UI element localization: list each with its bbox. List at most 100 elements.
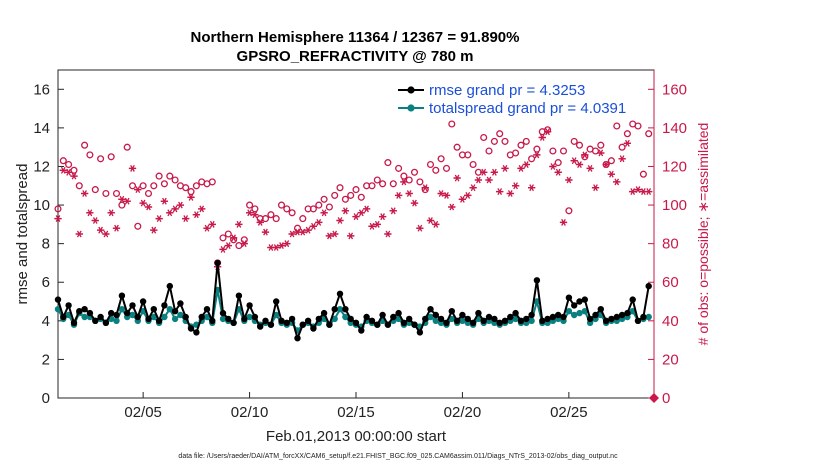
obs-assimilated-point: [501, 164, 509, 172]
y-left-tick-label: 8: [42, 236, 50, 253]
legend-totalspread-label: totalspread grand pr = 4.0391: [429, 100, 626, 117]
obs-assimilated-point: [565, 176, 573, 184]
rmse-point: [262, 317, 269, 324]
obs-possible-point: [480, 133, 488, 142]
obs-possible-point: [325, 203, 333, 211]
obs-assimilated-point: [522, 161, 530, 169]
obs-possible-point: [496, 130, 504, 138]
obs-assimilated-point: [623, 139, 631, 147]
rmse-point: [528, 311, 535, 319]
obs-assimilated-point: [490, 168, 498, 176]
rmse-point: [76, 308, 83, 315]
y-axis-right-label: # of obs: o=possible; ∗=assimilated: [695, 123, 711, 346]
obs-possible-point: [272, 215, 280, 223]
obs-possible-point: [645, 130, 653, 138]
obs-assimilated-point: [304, 226, 312, 234]
obs-possible-point: [618, 143, 626, 151]
obs-possible-point: [155, 172, 163, 180]
obs-assimilated-point: [65, 168, 73, 176]
rmse-point: [358, 327, 365, 334]
obs-assimilated-point: [410, 199, 419, 207]
obs-possible-point: [107, 153, 115, 161]
rmse-point: [565, 294, 573, 301]
rmse-point: [209, 317, 216, 324]
rmse-point: [257, 323, 264, 330]
obs-possible-point: [235, 242, 243, 250]
plot-area: [57, 69, 655, 399]
totalspread-point: [448, 315, 455, 323]
rmse-point: [512, 309, 519, 317]
rmse-point: [560, 313, 567, 321]
x-tick-label: 02/25: [550, 404, 588, 421]
rmse-point: [65, 302, 72, 309]
rmse-point: [640, 313, 647, 321]
obs-possible-point: [522, 137, 530, 145]
y-left-tick-label: 6: [42, 274, 50, 291]
rmse-point: [193, 329, 200, 336]
obs-assimilated-point: [59, 166, 67, 174]
rmse-point: [182, 313, 189, 321]
obs-assimilated-point: [288, 230, 296, 238]
obs-possible-point: [112, 189, 121, 198]
obs-possible-point: [565, 207, 573, 215]
rmse-point: [491, 315, 498, 323]
rmse-point: [246, 302, 253, 309]
y-right-tick-label: 100: [662, 197, 687, 214]
obs-possible-point: [192, 182, 200, 190]
y-right-tick-label: 20: [662, 351, 679, 368]
obs-possible-point: [432, 166, 440, 174]
obs-possible-point: [575, 141, 584, 149]
obs-possible-point: [613, 122, 621, 130]
rmse-point: [544, 315, 551, 323]
obs-possible-point: [416, 178, 424, 186]
obs-assimilated-point: [629, 188, 637, 196]
obs-possible-point: [597, 141, 605, 149]
rmse-point: [608, 315, 615, 323]
obs-assimilated-point: [331, 230, 339, 238]
legend: rmse grand pr = 4.3253 totalspread grand…: [398, 82, 626, 117]
obs-assimilated-point: [208, 220, 216, 228]
obs-possible-point: [277, 201, 286, 209]
obs-assimilated-point: [160, 197, 168, 205]
rmse-point: [347, 315, 354, 323]
obs-assimilated-point: [474, 176, 482, 184]
obs-assimilated-point: [251, 211, 259, 219]
obs-assimilated-point: [373, 220, 381, 228]
rmse-point: [469, 319, 477, 326]
obs-assimilated-point: [347, 232, 355, 240]
rmse-point: [336, 290, 344, 297]
rmse-point: [448, 308, 455, 315]
obs-possible-point: [150, 182, 158, 190]
obs-possible-point: [591, 147, 600, 155]
rmse-point: [70, 319, 78, 326]
y-left-tick-label: 16: [33, 81, 50, 98]
obs-possible-point: [528, 155, 536, 163]
totalspread-point: [581, 308, 588, 315]
obs-possible-point: [315, 201, 323, 209]
rmse-point: [139, 298, 147, 305]
obs-possible-point: [171, 176, 179, 184]
obs-possible-point: [86, 151, 94, 159]
rmse-point: [629, 296, 636, 303]
rmse-point: [108, 309, 115, 317]
obs-assimilated-point: [432, 220, 440, 228]
obs-possible-point: [219, 234, 227, 242]
obs-assimilated-point: [480, 168, 488, 176]
obs-assimilated-point: [139, 199, 147, 207]
obs-possible-point: [91, 186, 99, 194]
obs-possible-point: [469, 160, 477, 169]
obs-possible-point: [102, 189, 110, 198]
rmse-point: [432, 311, 439, 319]
obs-assimilated-point: [368, 222, 376, 230]
obs-possible-point: [309, 205, 317, 213]
rmse-point: [613, 313, 620, 321]
y-left-tick-label: 4: [42, 313, 50, 330]
obs-assimilated-point: [203, 224, 211, 232]
obs-assimilated-point: [379, 213, 387, 221]
obs-assimilated-point: [309, 222, 317, 230]
obs-assimilated-point: [512, 182, 520, 190]
obs-possible-point: [549, 147, 557, 155]
rmse-point: [485, 313, 493, 321]
obs-assimilated-point: [437, 190, 445, 197]
obs-assimilated-point: [150, 226, 158, 234]
